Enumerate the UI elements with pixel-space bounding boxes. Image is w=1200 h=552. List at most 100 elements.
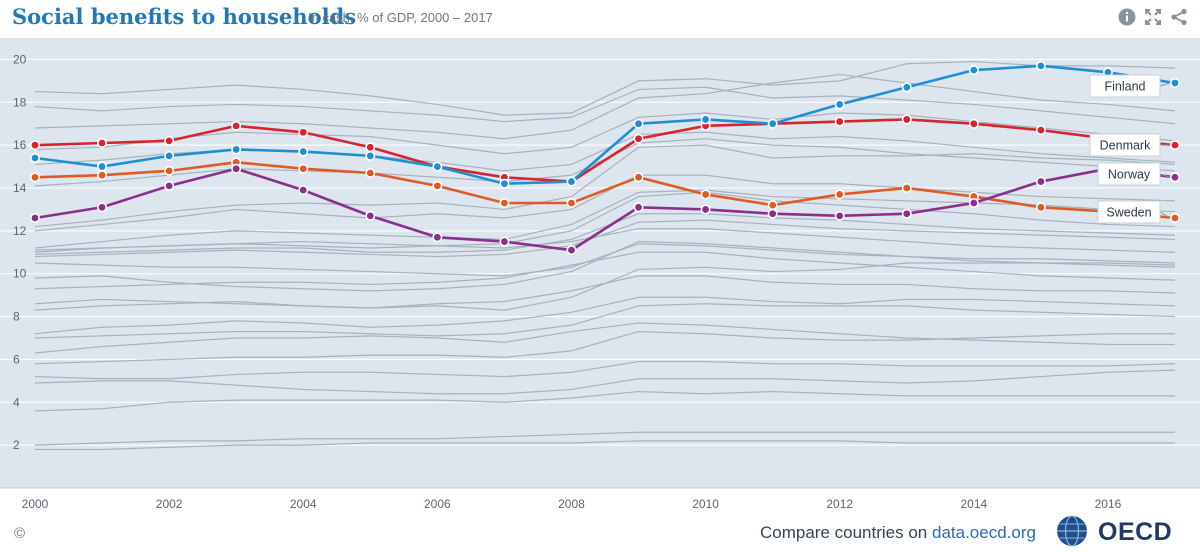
y-tick-label: 20 <box>13 52 27 66</box>
legend-text: Norway <box>1108 168 1151 182</box>
data-point <box>232 122 240 130</box>
data-point <box>903 184 911 192</box>
x-tick-label: 2012 <box>826 497 853 511</box>
data-point <box>903 83 911 91</box>
y-tick-label: 18 <box>13 95 27 109</box>
data-point <box>567 177 575 185</box>
compare-countries-link[interactable]: Compare countries on data.oecd.org <box>760 523 1036 543</box>
data-point <box>567 246 575 254</box>
x-tick-label: 2004 <box>290 497 317 511</box>
y-tick-label: 10 <box>13 267 27 281</box>
x-tick-label: 2008 <box>558 497 585 511</box>
data-point <box>433 162 441 170</box>
legend-text: Finland <box>1105 80 1146 94</box>
x-tick-label: 2014 <box>960 497 987 511</box>
legend-label-denmark: Denmark <box>1090 134 1170 156</box>
data-point <box>903 210 911 218</box>
copyright-symbol: © <box>14 525 25 542</box>
data-point <box>634 203 642 211</box>
data-point <box>1171 173 1179 181</box>
data-point <box>366 212 374 220</box>
data-point <box>836 190 844 198</box>
data-point <box>299 165 307 173</box>
fullscreen-icon[interactable] <box>1144 8 1162 26</box>
x-tick-label: 2006 <box>424 497 451 511</box>
x-tick-label: 2016 <box>1095 497 1122 511</box>
data-point <box>701 205 709 213</box>
y-tick-label: 6 <box>13 352 20 366</box>
data-point <box>98 203 106 211</box>
data-point <box>232 145 240 153</box>
legend-label-sweden: Sweden <box>1098 201 1170 223</box>
data-point <box>634 135 642 143</box>
data-point <box>433 233 441 241</box>
data-point <box>1171 214 1179 222</box>
data-point <box>31 173 39 181</box>
data-oecd-link[interactable]: data.oecd.org <box>932 523 1036 542</box>
data-point <box>970 66 978 74</box>
data-point <box>701 190 709 198</box>
legend-label-norway: Norway <box>1098 163 1170 185</box>
share-icon[interactable] <box>1170 8 1188 26</box>
oecd-brand: OECD <box>1098 518 1172 547</box>
header-toolbar <box>1118 8 1188 26</box>
y-tick-label: 2 <box>13 438 20 452</box>
data-point <box>836 212 844 220</box>
chart-header: Social benefits to households In cash, %… <box>0 0 1200 36</box>
compare-text: Compare countries on <box>760 523 932 542</box>
data-point <box>500 199 508 207</box>
data-point <box>768 201 776 209</box>
data-point <box>903 115 911 123</box>
data-point <box>299 128 307 136</box>
x-tick-label: 2002 <box>156 497 183 511</box>
data-point <box>634 173 642 181</box>
data-point <box>165 152 173 160</box>
data-point <box>500 180 508 188</box>
data-point <box>1037 203 1045 211</box>
data-point <box>98 162 106 170</box>
data-point <box>31 214 39 222</box>
data-point <box>1037 62 1045 70</box>
y-tick-label: 12 <box>13 224 27 238</box>
data-point <box>1171 141 1179 149</box>
data-point <box>970 199 978 207</box>
y-tick-label: 8 <box>13 310 20 324</box>
globe-logo-icon <box>1056 515 1088 547</box>
y-tick-label: 4 <box>13 395 20 409</box>
data-point <box>98 139 106 147</box>
data-point <box>701 115 709 123</box>
data-point <box>768 210 776 218</box>
data-point <box>165 182 173 190</box>
data-point <box>31 141 39 149</box>
data-point <box>366 169 374 177</box>
data-point <box>366 152 374 160</box>
data-point <box>433 182 441 190</box>
chart-title: Social benefits to households <box>12 4 356 29</box>
data-point <box>500 237 508 245</box>
data-point <box>165 137 173 145</box>
y-tick-label: 16 <box>13 138 27 152</box>
data-point <box>299 186 307 194</box>
chart-subtitle: In cash, % of GDP, 2000 – 2017 <box>308 10 493 25</box>
legend-text: Denmark <box>1100 139 1151 153</box>
info-icon[interactable] <box>1118 8 1136 26</box>
data-point <box>1037 126 1045 134</box>
data-point <box>366 143 374 151</box>
data-point <box>232 165 240 173</box>
data-point <box>836 100 844 108</box>
data-point <box>299 147 307 155</box>
data-point <box>836 117 844 125</box>
data-point <box>165 167 173 175</box>
data-point <box>970 120 978 128</box>
data-point <box>567 199 575 207</box>
y-tick-label: 14 <box>13 181 27 195</box>
data-point <box>31 154 39 162</box>
data-point <box>98 171 106 179</box>
data-point <box>1037 177 1045 185</box>
x-tick-label: 2010 <box>692 497 719 511</box>
data-point <box>634 120 642 128</box>
chart-footer: © Compare countries on data.oecd.org OEC… <box>0 512 1200 548</box>
legend-label-finland: Finland <box>1090 75 1170 97</box>
x-tick-label: 2000 <box>22 497 49 511</box>
